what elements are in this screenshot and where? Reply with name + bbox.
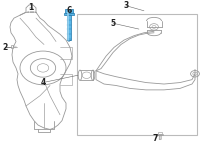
- FancyBboxPatch shape: [67, 15, 71, 40]
- Bar: [77, 14, 197, 135]
- Text: 4: 4: [40, 78, 46, 87]
- Bar: [158, 132, 162, 134]
- Bar: [11, 45, 13, 48]
- Text: 1: 1: [28, 3, 34, 12]
- Text: 7: 7: [152, 135, 158, 143]
- Text: 6: 6: [66, 6, 72, 15]
- Bar: [157, 134, 163, 135]
- FancyBboxPatch shape: [64, 13, 74, 15]
- Text: 2: 2: [2, 43, 8, 52]
- Text: 5: 5: [110, 19, 116, 28]
- Text: 3: 3: [123, 1, 129, 10]
- FancyBboxPatch shape: [65, 9, 73, 13]
